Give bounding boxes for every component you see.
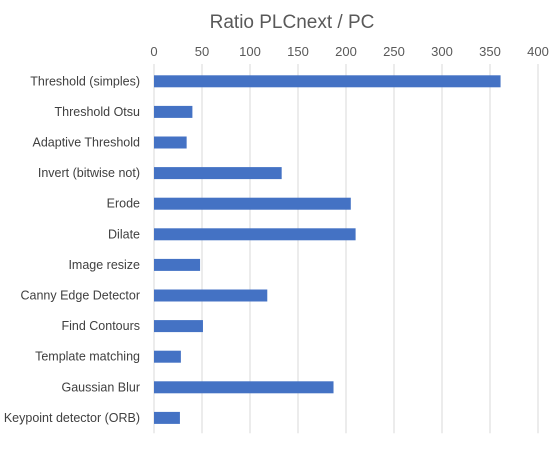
bar-5: [154, 197, 351, 210]
bars: [154, 75, 501, 424]
category-label: Gaussian Blur: [61, 380, 140, 394]
bar-12: [154, 411, 180, 424]
bar-10: [154, 350, 181, 363]
chart-title: Ratio PLCnext / PC: [210, 12, 375, 33]
category-label: Invert (bitwise not): [38, 166, 140, 180]
category-label: Threshold (simples): [30, 74, 140, 88]
tick-label-400: 400: [527, 44, 549, 59]
category-label: Keypoint detector (ORB): [4, 411, 140, 425]
tick-label-350: 350: [479, 44, 501, 59]
tick-label-300: 300: [431, 44, 453, 59]
bar-1: [154, 75, 501, 88]
gridlines: [153, 64, 539, 434]
tick-label-50: 50: [195, 44, 209, 59]
category-label: Find Contours: [61, 319, 140, 333]
bar-6: [154, 228, 356, 241]
bar-3: [154, 136, 187, 149]
tick-label-200: 200: [335, 44, 357, 59]
category-label: Template matching: [35, 350, 140, 364]
category-label: Image resize: [68, 258, 140, 272]
bar-7: [154, 258, 201, 271]
bar-8: [154, 289, 268, 302]
tick-label-250: 250: [383, 44, 405, 59]
bar-11: [154, 381, 334, 394]
category-labels: Threshold (simples) Threshold Otsu Adaptiv…: [4, 74, 140, 425]
category-label: Adaptive Threshold: [33, 136, 141, 150]
tick-label-100: 100: [239, 44, 261, 59]
bar-4: [154, 167, 282, 180]
tick-label-0: 0: [150, 44, 157, 59]
category-label: Erode: [107, 197, 140, 211]
bar-9: [154, 320, 203, 333]
category-label: Canny Edge Detector: [20, 289, 140, 303]
tick-label-150: 150: [287, 44, 309, 59]
category-label: Threshold Otsu: [55, 105, 141, 119]
bar-2: [154, 105, 193, 118]
category-label: Dilate: [108, 227, 140, 241]
x-axis-ticks: 0 50 100 150 200 250 300 350 400: [150, 44, 548, 59]
